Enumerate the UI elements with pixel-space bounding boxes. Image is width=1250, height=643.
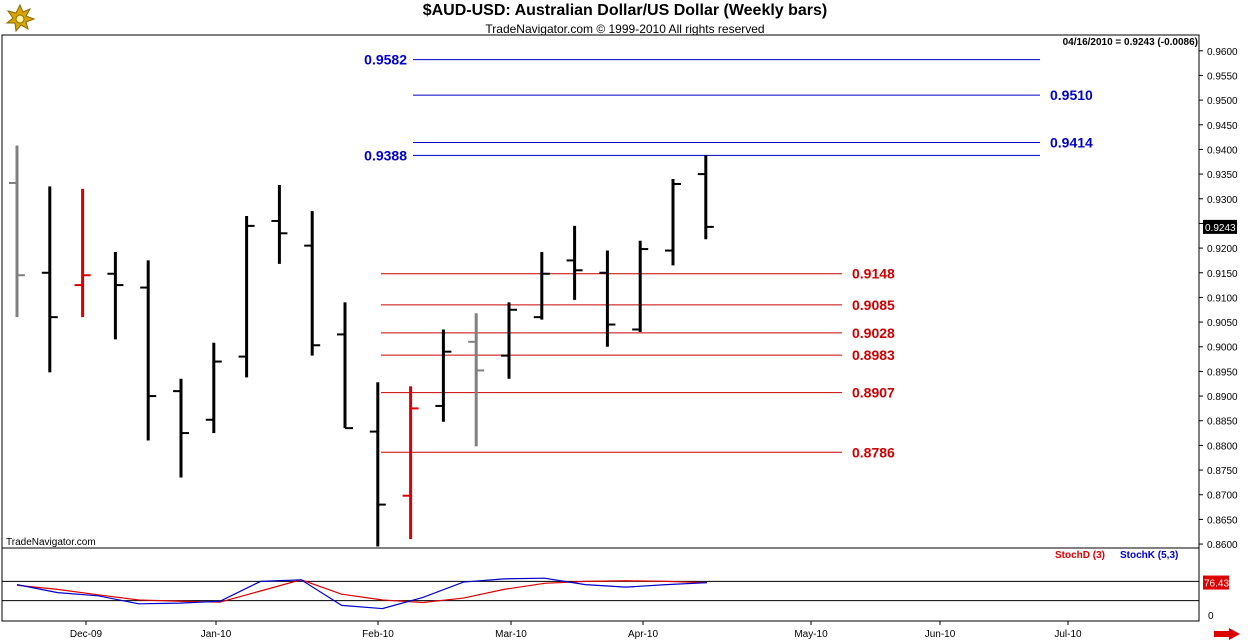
y-tick-label: 0.9550 (1207, 71, 1238, 82)
x-tick-label: Jan-10 (201, 629, 232, 640)
ohlc-bar (402, 386, 419, 540)
x-tick-label: May-10 (794, 629, 828, 640)
ohlc-bar (697, 155, 714, 240)
ohlc-bar (107, 252, 124, 340)
ohlc-bar (41, 186, 58, 373)
x-tick-label: Jul-10 (1054, 629, 1082, 640)
y-tick-label: 0.8600 (1207, 540, 1238, 551)
x-tick-label: Feb-10 (362, 629, 394, 640)
scroll-right-arrow-icon[interactable] (1214, 628, 1240, 640)
y-tick-label: 0.9500 (1207, 96, 1238, 107)
ohlc-bar (665, 179, 681, 266)
level-label: 0.8786 (852, 444, 895, 460)
ohlc-bar (9, 145, 25, 318)
last-price-label: 0.9243 (1205, 223, 1236, 234)
x-tick-label: Dec-09 (70, 629, 103, 640)
price-readout: 04/16/2010 = 0.9243 (-0.0086) (1062, 37, 1198, 48)
indicator-value-tag (1203, 575, 1229, 590)
y-tick-label: 0.9150 (1207, 269, 1238, 280)
level-label: 0.9510 (1050, 87, 1093, 103)
level-label: 0.8983 (852, 347, 895, 363)
y-tick-label: 0.9600 (1207, 47, 1238, 58)
y-tick-label: 0.8700 (1207, 491, 1238, 502)
y-tick-label: 0.8750 (1207, 466, 1238, 477)
indicator-value-label: 76.43 (1204, 579, 1229, 590)
ohlc-bar (599, 250, 616, 347)
brand-watermark: TradeNavigator.com (6, 537, 96, 548)
ohlc-bar (304, 211, 321, 356)
chart-title: $AUD-USD: Australian Dollar/US Dollar (W… (422, 2, 828, 19)
y-tick-label: 0.8800 (1207, 441, 1238, 452)
y-tick-label: 0.8650 (1207, 515, 1238, 526)
x-tick-label: Jun-10 (925, 629, 956, 640)
y-tick-label: 0.8950 (1207, 367, 1238, 378)
ohlc-bar (173, 378, 189, 478)
indicator-zero-label: 0 (1208, 611, 1214, 622)
stochk-legend: StochK (5,3) (1120, 550, 1179, 561)
chart-subtitle: TradeNavigator.com © 1999-2010 All right… (485, 22, 765, 36)
ohlc-bar (140, 260, 157, 441)
ohlc-bar (468, 313, 485, 447)
indicator-pane-frame (1, 547, 1200, 622)
y-tick-label: 0.9350 (1207, 170, 1238, 181)
ohlc-bar (337, 302, 353, 430)
y-tick-label: 0.8850 (1207, 417, 1238, 428)
ohlc-bar (369, 382, 386, 547)
level-label: 0.9028 (852, 325, 895, 341)
ship-wheel-logo-icon (5, 3, 36, 33)
y-tick-label: 0.9200 (1207, 244, 1238, 255)
ohlc-bar (566, 225, 583, 300)
y-tick-label: 0.9300 (1207, 195, 1238, 206)
y-tick-label: 0.8900 (1207, 392, 1238, 403)
y-tick-label: 0.9050 (1207, 318, 1238, 329)
level-label: 0.9148 (852, 266, 895, 282)
stochd-legend: StochD (3) (1055, 550, 1105, 561)
ohlc-bar (74, 188, 91, 318)
ohlc-bar (501, 302, 517, 379)
stochk-line (16, 577, 708, 610)
level-label: 0.9414 (1050, 135, 1093, 151)
y-tick-label: 0.9400 (1207, 145, 1238, 156)
ohlc-bar (533, 252, 550, 320)
y-tick-label: 0.9450 (1207, 121, 1238, 132)
ohlc-bar (435, 329, 452, 422)
level-label: 0.9388 (364, 147, 407, 163)
x-tick-label: Mar-10 (495, 629, 527, 640)
ohlc-bar (238, 216, 255, 378)
x-tick-label: Apr-10 (628, 629, 658, 640)
ohlc-bar (205, 342, 222, 434)
last-price-tag (1203, 219, 1237, 234)
level-label: 0.9582 (364, 52, 407, 68)
level-label: 0.8907 (852, 385, 895, 401)
y-tick-label: 0.9000 (1207, 343, 1238, 354)
stochd-line (16, 579, 708, 604)
ohlc-bar (632, 240, 649, 332)
y-tick-label: 0.9100 (1207, 293, 1238, 304)
level-label: 0.9085 (852, 297, 895, 313)
ohlc-bar (271, 184, 288, 264)
